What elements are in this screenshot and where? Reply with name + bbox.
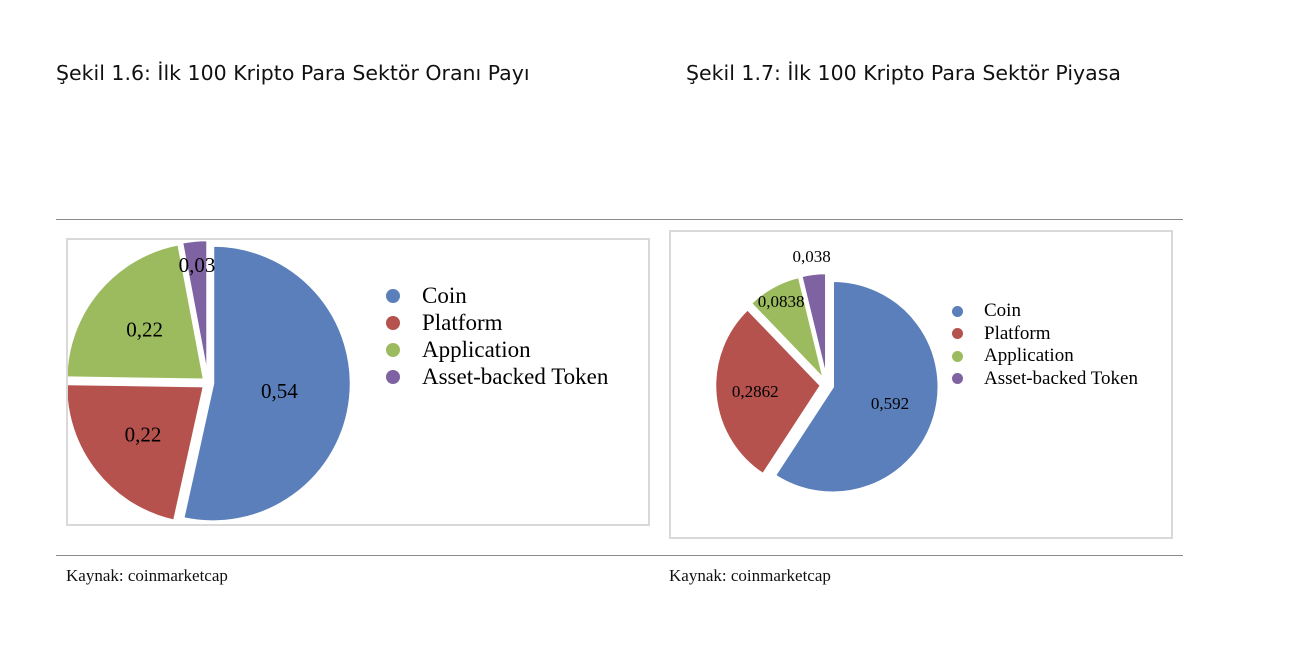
left-data-label-asset-backed-token: 0,03	[179, 253, 216, 277]
right-pie-slice-application	[748, 275, 827, 384]
right-legend-item-asset-backed-token: Asset-backed Token	[952, 368, 1138, 391]
figure-caption-right: Şekil 1.7: İlk 100 Kripto Para Sektör Pi…	[686, 61, 1121, 85]
right-data-label-application: 0,0838	[758, 292, 805, 311]
left-legend-item-platform: Platform	[386, 309, 608, 336]
right-pie-slice-asset-backed-token	[799, 271, 828, 380]
pie-chart-right: 0,592 0,2862 0,0838 0,038 Coin Platform Appli…	[669, 230, 1173, 539]
left-pie-slice-platform	[68, 382, 206, 523]
right-legend-label-asset-backed-token: Asset-backed Token	[984, 367, 1138, 389]
source-note-right: Kaynak: coinmarketcap	[669, 566, 831, 585]
right-legend-item-platform: Platform	[952, 323, 1138, 346]
right-data-label-platform: 0,2862	[732, 382, 779, 401]
figure-caption-left: Şekil 1.6: İlk 100 Kripto Para Sektör Or…	[56, 61, 530, 85]
right-data-label-coin: 0,592	[871, 394, 909, 413]
left-pie-slice-application	[68, 242, 206, 382]
right-pie-slice-coin	[773, 279, 940, 494]
left-legend-item-asset-backed-token: Asset-backed Token	[386, 363, 608, 390]
bottom-rule	[56, 555, 1183, 556]
right-legend-item-application: Application	[952, 345, 1138, 368]
left-legend-label-coin: Coin	[422, 282, 467, 308]
pie-chart-right-svg: 0,592 0,2862 0,0838 0,038	[713, 247, 940, 494]
left-data-label-platform: 0,22	[125, 422, 162, 446]
legend-right: Coin Platform Application Asset-backed Toke…	[952, 300, 1138, 390]
left-legend-label-application: Application	[422, 336, 531, 362]
top-rule	[56, 219, 1183, 220]
left-legend-item-coin: Coin	[386, 282, 608, 309]
right-legend-swatch-coin	[952, 305, 963, 317]
legend-left: Coin Platform Application Asset-backed Toke…	[386, 282, 608, 390]
left-legend-label-platform: Platform	[422, 309, 503, 335]
right-legend-item-coin: Coin	[952, 300, 1138, 323]
pie-chart-left: 0,54 0,22 0,22 0,03 Coin Platform Application…	[66, 238, 650, 526]
left-legend-swatch-coin	[386, 288, 400, 303]
right-pie-slice-platform	[713, 307, 823, 477]
source-note-left: Kaynak: coinmarketcap	[66, 566, 228, 585]
right-legend-swatch-application	[952, 350, 963, 362]
left-pie-slice-asset-backed-token	[180, 240, 209, 379]
left-legend-item-application: Application	[386, 336, 608, 363]
left-legend-swatch-asset-backed-token	[386, 369, 400, 384]
right-legend-label-coin: Coin	[984, 300, 1021, 322]
left-legend-swatch-platform	[386, 315, 400, 330]
right-legend-swatch-platform	[952, 328, 963, 340]
left-legend-swatch-application	[386, 342, 400, 357]
pie-chart-left-svg: 0,54 0,22 0,22 0,03	[68, 240, 353, 523]
right-legend-swatch-asset-backed-token	[952, 373, 963, 385]
left-legend-label-asset-backed-token: Asset-backed Token	[422, 363, 609, 389]
right-legend-label-application: Application	[984, 345, 1074, 367]
left-pie-slice-coin	[181, 244, 353, 523]
right-data-label-asset-backed-token: 0,038	[792, 247, 830, 266]
left-data-label-application: 0,22	[126, 318, 163, 342]
right-legend-label-platform: Platform	[984, 322, 1051, 344]
left-data-label-coin: 0,54	[261, 379, 298, 403]
